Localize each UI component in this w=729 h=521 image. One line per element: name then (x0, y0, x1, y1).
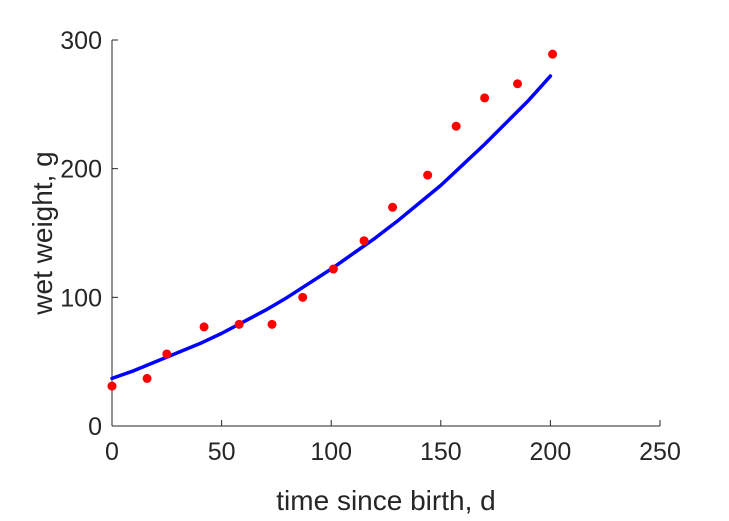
x-tick-label: 200 (530, 438, 572, 466)
y-axis-label: wet weight, g (27, 151, 58, 315)
x-tick-label: 150 (420, 438, 462, 466)
data-point (480, 93, 490, 103)
y-tick-label: 300 (60, 27, 102, 55)
data-point (359, 236, 369, 246)
x-tick-label: 250 (639, 438, 681, 466)
fit-curve (110, 74, 553, 381)
data-point (162, 349, 172, 359)
x-ticks: 0 50 100 150 200 250 (105, 420, 681, 466)
data-point (328, 264, 338, 274)
x-tick-label: 100 (310, 438, 352, 466)
data-point (513, 79, 523, 89)
data-point (451, 121, 461, 131)
data-point (267, 319, 277, 329)
data-point (388, 202, 398, 212)
x-tick-label: 50 (208, 438, 236, 466)
y-ticks: 0 100 200 300 (60, 27, 118, 441)
plot-series (107, 49, 558, 391)
y-tick-label: 0 (88, 413, 102, 441)
data-point (234, 319, 244, 329)
y-tick-label: 100 (60, 284, 102, 312)
x-axis-label: time since birth, d (276, 485, 495, 516)
data-point (199, 322, 209, 332)
data-point (142, 373, 152, 383)
x-tick-label: 0 (105, 438, 119, 466)
y-tick-label: 200 (60, 156, 102, 184)
axes: 0 50 100 150 200 250 0 100 200 300 (60, 27, 681, 466)
data-point (298, 292, 308, 302)
data-point (548, 49, 558, 59)
data-point (423, 170, 433, 180)
data-point (107, 381, 117, 391)
